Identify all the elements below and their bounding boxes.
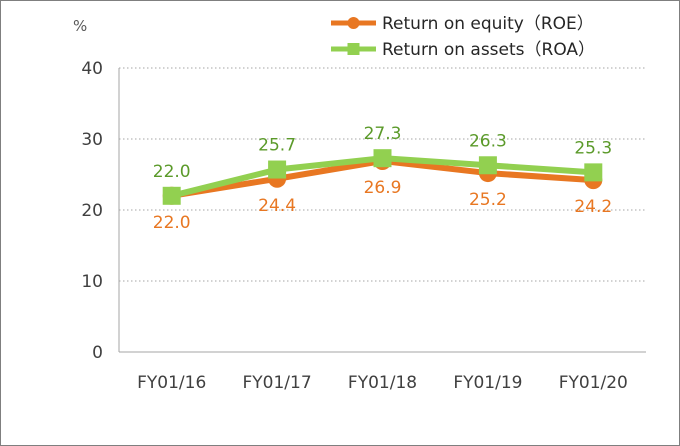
gridlines xyxy=(119,67,646,282)
data-label: 25.3 xyxy=(574,138,612,158)
data-label: 26.3 xyxy=(469,131,507,151)
series-lines xyxy=(162,149,603,205)
y-tick-label: 10 xyxy=(81,272,103,292)
data-point xyxy=(584,163,603,182)
legend-marker xyxy=(347,43,360,55)
legend-marker xyxy=(347,17,360,29)
x-tick-label: FY01/18 xyxy=(348,373,417,393)
data-label: 25.2 xyxy=(469,190,507,210)
y-tick-label: 0 xyxy=(92,343,103,363)
data-label: 25.7 xyxy=(258,136,296,156)
axes: 0 10 20 30 40 FY01/16 FY01/17 FY01/18 FY01/19 FY0… xyxy=(81,59,646,393)
data-label: 24.2 xyxy=(574,197,612,217)
data-point xyxy=(478,156,497,175)
data-label: 27.3 xyxy=(364,124,402,144)
data-labels: 22.0 24.4 26.9 25.2 24.2 22.0 25.7 27.3 26.3 25.3 xyxy=(153,124,612,233)
data-point xyxy=(268,160,287,179)
data-label: 26.9 xyxy=(364,178,402,198)
data-label: 22.0 xyxy=(153,162,191,182)
x-tick-label: FY01/19 xyxy=(453,373,522,393)
x-tick-label: FY01/16 xyxy=(137,373,206,393)
data-label: 22.0 xyxy=(153,213,191,233)
data-point xyxy=(373,149,392,168)
y-tick-label: 20 xyxy=(81,201,103,221)
data-label: 24.4 xyxy=(258,196,296,216)
y-tick-label: 40 xyxy=(81,59,103,79)
x-tick-label: FY01/17 xyxy=(243,373,312,393)
legend-label: Return on assets（ROA） xyxy=(382,40,595,60)
y-axis-unit-label: % xyxy=(73,17,87,35)
legend: Return on equity（ROE） Return on assets（RO… xyxy=(331,14,595,60)
legend-label: Return on equity（ROE） xyxy=(382,14,594,34)
y-tick-label: 30 xyxy=(81,130,103,150)
data-point xyxy=(162,186,181,205)
x-tick-label: FY01/20 xyxy=(559,373,628,393)
